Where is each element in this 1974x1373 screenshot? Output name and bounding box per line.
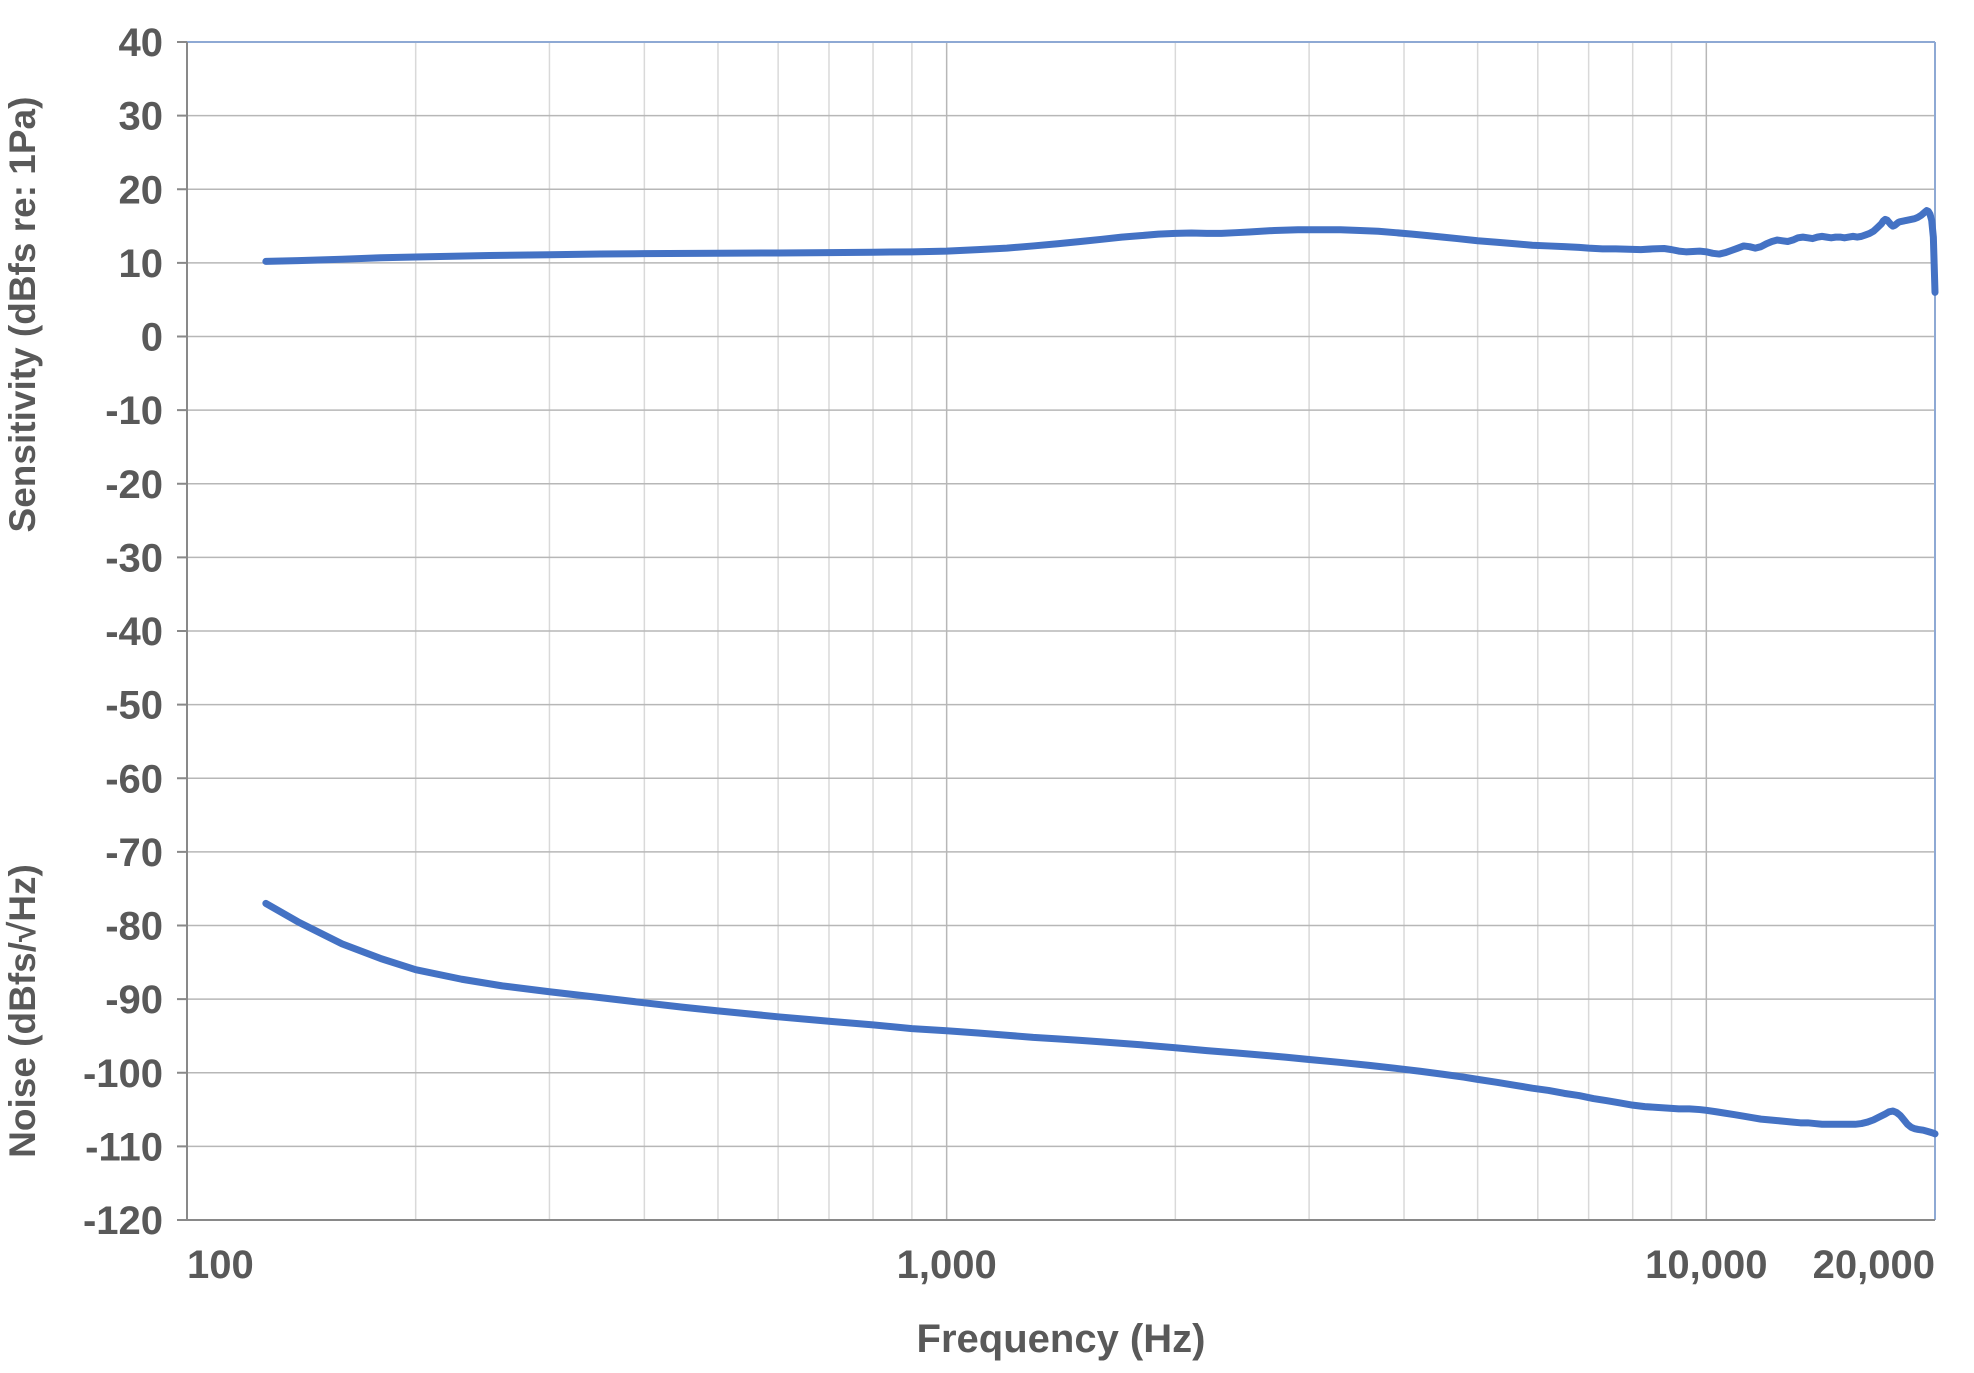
svg-text:-110: -110: [85, 1125, 163, 1169]
svg-text:100: 100: [187, 1243, 254, 1287]
svg-text:10: 10: [119, 242, 164, 286]
svg-text:Noise (dBfs/√Hz): Noise (dBfs/√Hz): [2, 864, 43, 1158]
svg-text:1,000: 1,000: [897, 1243, 997, 1287]
svg-text:-60: -60: [105, 757, 163, 801]
svg-text:40: 40: [119, 21, 164, 65]
svg-text:-10: -10: [105, 389, 163, 433]
svg-text:-40: -40: [105, 610, 163, 654]
svg-text:30: 30: [119, 95, 164, 139]
svg-text:10,000: 10,000: [1645, 1243, 1767, 1287]
svg-text:20,000: 20,000: [1813, 1243, 1935, 1287]
svg-text:-90: -90: [105, 978, 163, 1022]
svg-text:Sensitivity (dBfs re: 1Pa): Sensitivity (dBfs re: 1Pa): [2, 97, 43, 533]
svg-text:20: 20: [119, 168, 164, 212]
svg-text:-80: -80: [105, 905, 163, 949]
svg-text:Frequency (Hz): Frequency (Hz): [917, 1317, 1206, 1361]
svg-text:-70: -70: [105, 831, 163, 875]
svg-text:-120: -120: [83, 1199, 163, 1243]
svg-text:-100: -100: [83, 1052, 163, 1096]
svg-text:-20: -20: [105, 463, 163, 507]
svg-text:-30: -30: [105, 536, 163, 580]
svg-text:0: 0: [141, 316, 163, 360]
svg-text:-50: -50: [105, 684, 163, 728]
